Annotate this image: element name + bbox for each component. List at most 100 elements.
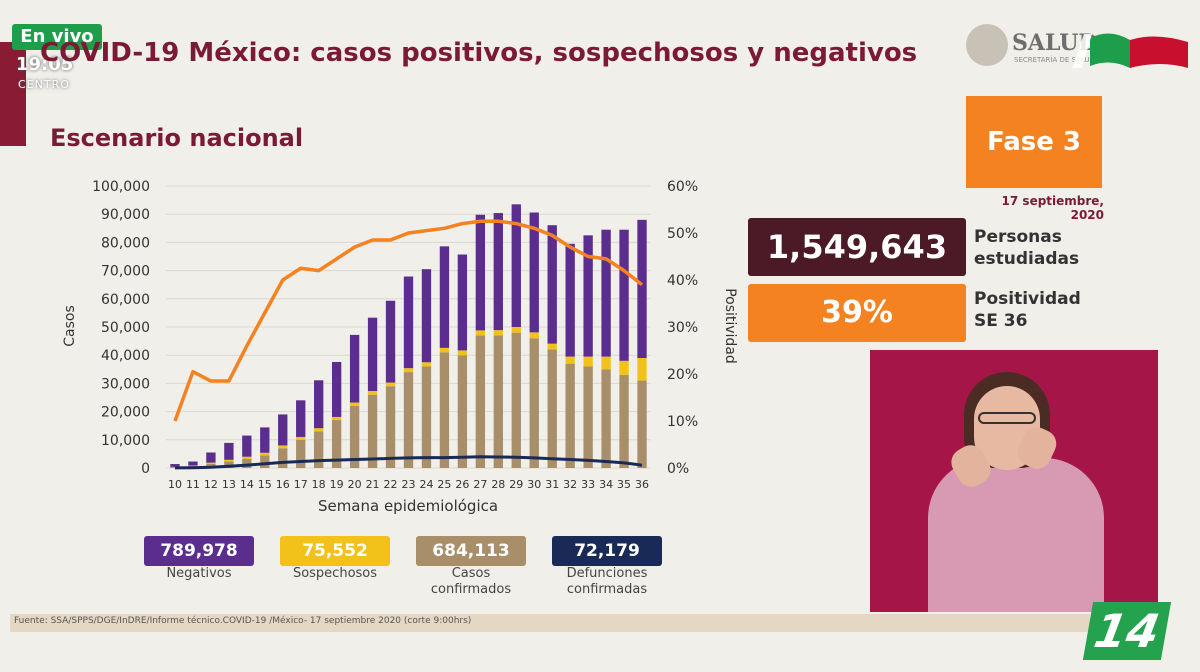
bar-confirmados	[619, 374, 629, 468]
bar-sospechosos	[385, 382, 396, 387]
bar-negativos	[367, 317, 378, 392]
x-tick-label: 10	[168, 478, 182, 491]
bar-negativos	[349, 334, 360, 403]
x-tick-label: 22	[384, 478, 398, 491]
bar-sospechosos	[403, 368, 414, 373]
accent-bar	[0, 42, 26, 146]
x-axis-label: Semana epidemiológica	[318, 497, 498, 515]
bar-negativos	[224, 442, 234, 460]
y-tick-label: 20,000	[101, 405, 150, 421]
x-tick-label: 35	[617, 478, 631, 491]
x-tick-label: 28	[491, 478, 505, 491]
y-tick-label: 40,000	[101, 348, 150, 364]
flag-graphic	[1072, 33, 1188, 68]
bar-sospechosos	[493, 330, 503, 336]
x-tick-label: 20	[348, 478, 362, 491]
government-seal-icon	[966, 24, 1008, 66]
stat-negativos: 789,978 Negativos	[144, 536, 254, 582]
x-tick-label: 12	[204, 478, 218, 491]
kpi-personas-label-line1: Personas	[974, 227, 1062, 247]
y2-tick-label: 10%	[667, 414, 698, 430]
x-tick-label: 34	[599, 478, 613, 491]
bar-confirmados	[457, 355, 468, 468]
x-tick-label: 18	[312, 478, 326, 491]
interpreter-body	[928, 458, 1104, 612]
chart-axes: 0 10,000 20,000 30,000 40,000 50,000 60,000 70,…	[92, 179, 698, 491]
bar-confirmados	[349, 405, 360, 468]
stat-confirmados-value: 684,113	[416, 536, 526, 566]
kpi-positividad-label-line2: SE 36	[974, 311, 1028, 331]
x-tick-label: 26	[455, 478, 469, 491]
stat-defunciones-value: 72,179	[552, 536, 662, 566]
stat-defunciones-label-line2: confirmadas	[566, 582, 648, 597]
bar-sospechosos	[224, 459, 234, 462]
y2-tick-label: 0%	[667, 461, 689, 477]
bar-sospechosos	[260, 452, 270, 456]
y2-tick-label: 30%	[667, 320, 698, 336]
y-tick-label: 90,000	[101, 207, 150, 223]
stat-sospechosos-label: Sospechosos	[292, 566, 378, 581]
x-tick-label: 32	[563, 478, 577, 491]
y2-axis-label: Positividad	[722, 288, 738, 364]
bar-confirmados	[403, 372, 414, 468]
bar-sospechosos	[511, 327, 521, 333]
y-tick-label: 60,000	[101, 292, 150, 308]
bar-negativos	[170, 464, 180, 467]
x-tick-label: 27	[473, 478, 487, 491]
bar-confirmados	[242, 458, 252, 468]
bar-confirmados	[224, 461, 234, 468]
y-tick-label: 30,000	[101, 376, 150, 392]
y2-tick-label: 50%	[667, 226, 698, 242]
stat-defunciones-label-line1: Defunciones	[566, 566, 648, 581]
y-tick-label: 70,000	[101, 264, 150, 280]
x-tick-label: 29	[509, 478, 523, 491]
bar-sospechosos	[475, 330, 486, 336]
stat-sospechosos: 75,552 Sospechosos	[280, 536, 390, 582]
phase-badge: Fase 3	[966, 96, 1102, 188]
bar-negativos	[601, 229, 611, 357]
bar-sospechosos	[188, 465, 198, 467]
bar-negativos	[188, 461, 198, 466]
y2-tick-label: 60%	[667, 179, 698, 195]
y-tick-label: 100,000	[92, 179, 150, 195]
stat-negativos-label: Negativos	[166, 566, 232, 581]
bar-negativos	[314, 380, 324, 429]
bar-sospechosos	[547, 343, 557, 350]
stat-sospechosos-value: 75,552	[280, 536, 390, 566]
bar-sospechosos	[439, 347, 450, 353]
stat-confirmados: 684,113 Casos confirmados	[416, 536, 526, 598]
bar-negativos	[421, 269, 432, 363]
x-tick-label: 13	[222, 478, 236, 491]
bar-sospechosos	[367, 391, 378, 395]
x-tick-label: 36	[635, 478, 649, 491]
bar-sospechosos	[421, 362, 432, 367]
bar-negativos	[583, 235, 593, 357]
bar-negativos	[403, 276, 414, 369]
bar-confirmados	[439, 352, 450, 468]
bar-negativos	[619, 229, 629, 361]
x-tick-label: 25	[437, 478, 451, 491]
clock-zone: CENTRO	[18, 78, 70, 91]
x-tick-label: 16	[276, 478, 290, 491]
kpi-personas-value: 1,549,643	[748, 218, 966, 276]
chart-bars	[170, 204, 647, 468]
bar-confirmados	[637, 380, 647, 468]
stat-negativos-value: 789,978	[144, 536, 254, 566]
bar-sospechosos	[619, 360, 629, 375]
bar-sospechosos	[331, 416, 342, 421]
chart-lines	[173, 219, 644, 470]
interpreter-glasses	[978, 412, 1036, 424]
bar-sospechosos	[457, 350, 468, 356]
x-tick-label: 23	[402, 478, 416, 491]
x-tick-label: 15	[258, 478, 272, 491]
bar-confirmados	[529, 338, 539, 468]
x-tick-label: 21	[366, 478, 380, 491]
bar-confirmados	[278, 448, 288, 468]
bar-confirmados	[547, 349, 557, 468]
bar-negativos	[331, 361, 342, 417]
bar-sospechosos	[242, 456, 252, 459]
y2-tick-label: 40%	[667, 273, 698, 289]
bar-sospechosos	[349, 402, 360, 406]
y-tick-label: 10,000	[101, 433, 150, 449]
bar-sospechosos	[583, 356, 593, 367]
